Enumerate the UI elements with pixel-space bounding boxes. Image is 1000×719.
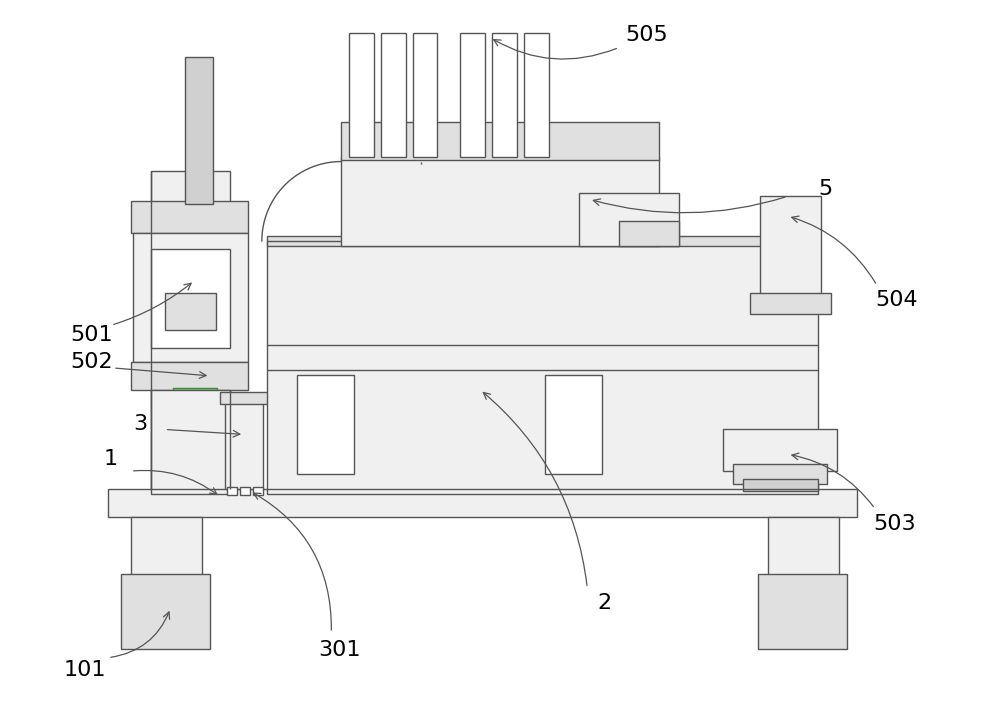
Bar	[121, 574, 210, 649]
Bar	[760, 196, 821, 296]
Bar	[131, 517, 202, 577]
Bar	[743, 479, 818, 491]
Bar	[227, 487, 237, 495]
Bar	[381, 32, 406, 157]
Bar	[173, 388, 217, 400]
Bar	[341, 157, 659, 246]
Bar	[413, 32, 437, 157]
Text: 101: 101	[64, 659, 106, 679]
Bar	[341, 122, 659, 160]
Text: 5: 5	[818, 179, 833, 199]
Bar	[131, 201, 248, 233]
Bar	[220, 392, 268, 403]
Bar	[253, 487, 263, 495]
Bar	[723, 429, 837, 471]
Bar	[165, 293, 216, 330]
Bar	[492, 32, 517, 157]
Bar	[297, 375, 354, 474]
Bar	[108, 489, 857, 517]
Text: 503: 503	[874, 513, 916, 533]
Text: 501: 501	[70, 325, 112, 345]
Bar	[131, 362, 248, 390]
Text: 505: 505	[625, 24, 668, 45]
Bar	[151, 390, 230, 489]
Bar	[185, 58, 213, 204]
Text: 2: 2	[597, 593, 611, 613]
Text: 301: 301	[318, 640, 361, 660]
Bar	[460, 32, 485, 157]
Text: 502: 502	[70, 352, 112, 372]
Bar	[267, 236, 818, 246]
Bar	[758, 574, 847, 649]
Bar	[619, 221, 679, 246]
Bar	[225, 400, 263, 489]
Bar	[133, 233, 248, 362]
Bar	[768, 517, 839, 577]
Text: 1: 1	[104, 449, 118, 470]
Bar	[579, 193, 679, 246]
Bar	[151, 249, 230, 348]
Bar	[524, 32, 549, 157]
Text: 504: 504	[876, 290, 918, 311]
Bar	[545, 375, 602, 474]
Bar	[733, 464, 827, 484]
Bar	[349, 32, 374, 157]
Bar	[240, 487, 250, 495]
Bar	[267, 241, 818, 494]
Bar	[750, 293, 831, 314]
Bar	[151, 171, 230, 494]
Text: 3: 3	[134, 413, 148, 434]
